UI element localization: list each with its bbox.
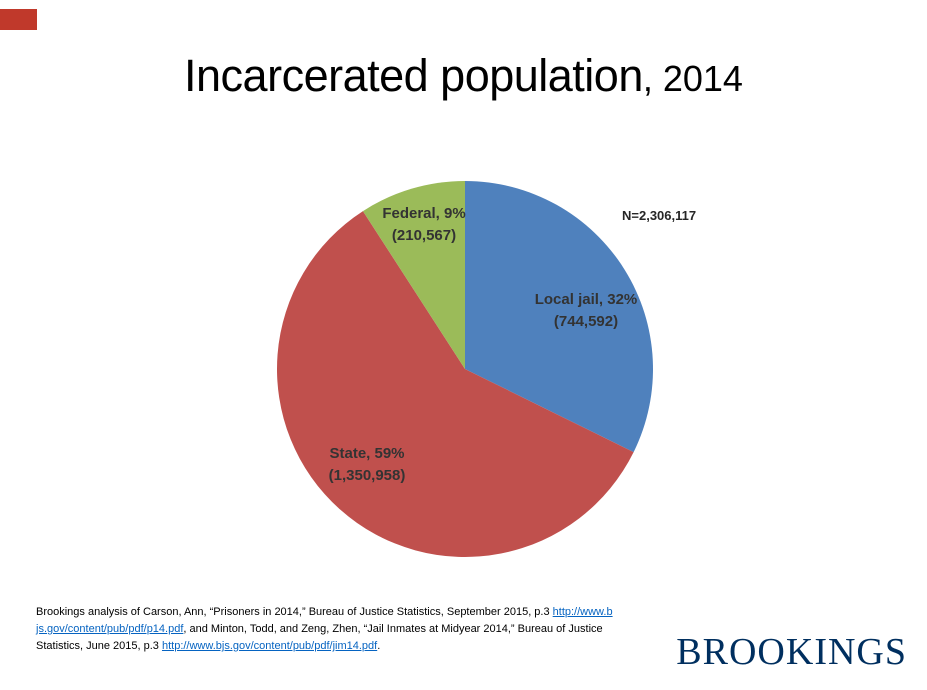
data-label-state-line2: (1,350,958) (328, 467, 406, 484)
data-label-federal: Federal, 9% (210,567) (382, 203, 465, 247)
source-note: Brookings analysis of Carson, Ann, “Pris… (36, 604, 614, 655)
data-label-local-jail: Local jail, 32% (744,592) (535, 289, 638, 333)
pie-slice-local-jail (465, 181, 653, 453)
pie-slice-federal (362, 181, 465, 369)
slide-title-year: , 2014 (642, 58, 743, 99)
source-link-jim14[interactable]: http://www.bjs.gov/content/pub/pdf/jim14… (161, 640, 378, 652)
pie-svg (276, 181, 653, 557)
accent-bar (0, 9, 37, 30)
pie-slice-state (276, 211, 634, 557)
data-label-federal-line2: (210,567) (391, 227, 457, 244)
source-link-p14[interactable]: http://www.bjs.gov/content/pub/pdf/p14.p… (36, 606, 613, 635)
pie-chart: Federal, 9% (210,567) Local jail, 32% (7… (275, 179, 655, 559)
data-label-state-line1: State, 59% (329, 445, 405, 462)
brookings-logo: BROOKINGS (676, 631, 907, 673)
slide-title-main: Incarcerated population (184, 50, 643, 101)
total-n-label: N=2,306,117 (622, 208, 697, 223)
source-text-1: Brookings analysis of Carson, Ann, “Pris… (36, 606, 553, 618)
data-label-federal-line1: Federal, 9% (382, 205, 466, 222)
data-label-local-jail-line1: Local jail, 32% (534, 291, 638, 308)
source-text-2: , and Minton, Todd, and Zeng, Zhen, “Jai… (36, 623, 603, 652)
data-label-local-jail-line2: (744,592) (553, 313, 619, 330)
data-label-state: State, 59% (1,350,958) (329, 443, 406, 487)
source-text-3: . (377, 640, 381, 652)
slide-title: Incarcerated population, 2014 (0, 50, 927, 102)
